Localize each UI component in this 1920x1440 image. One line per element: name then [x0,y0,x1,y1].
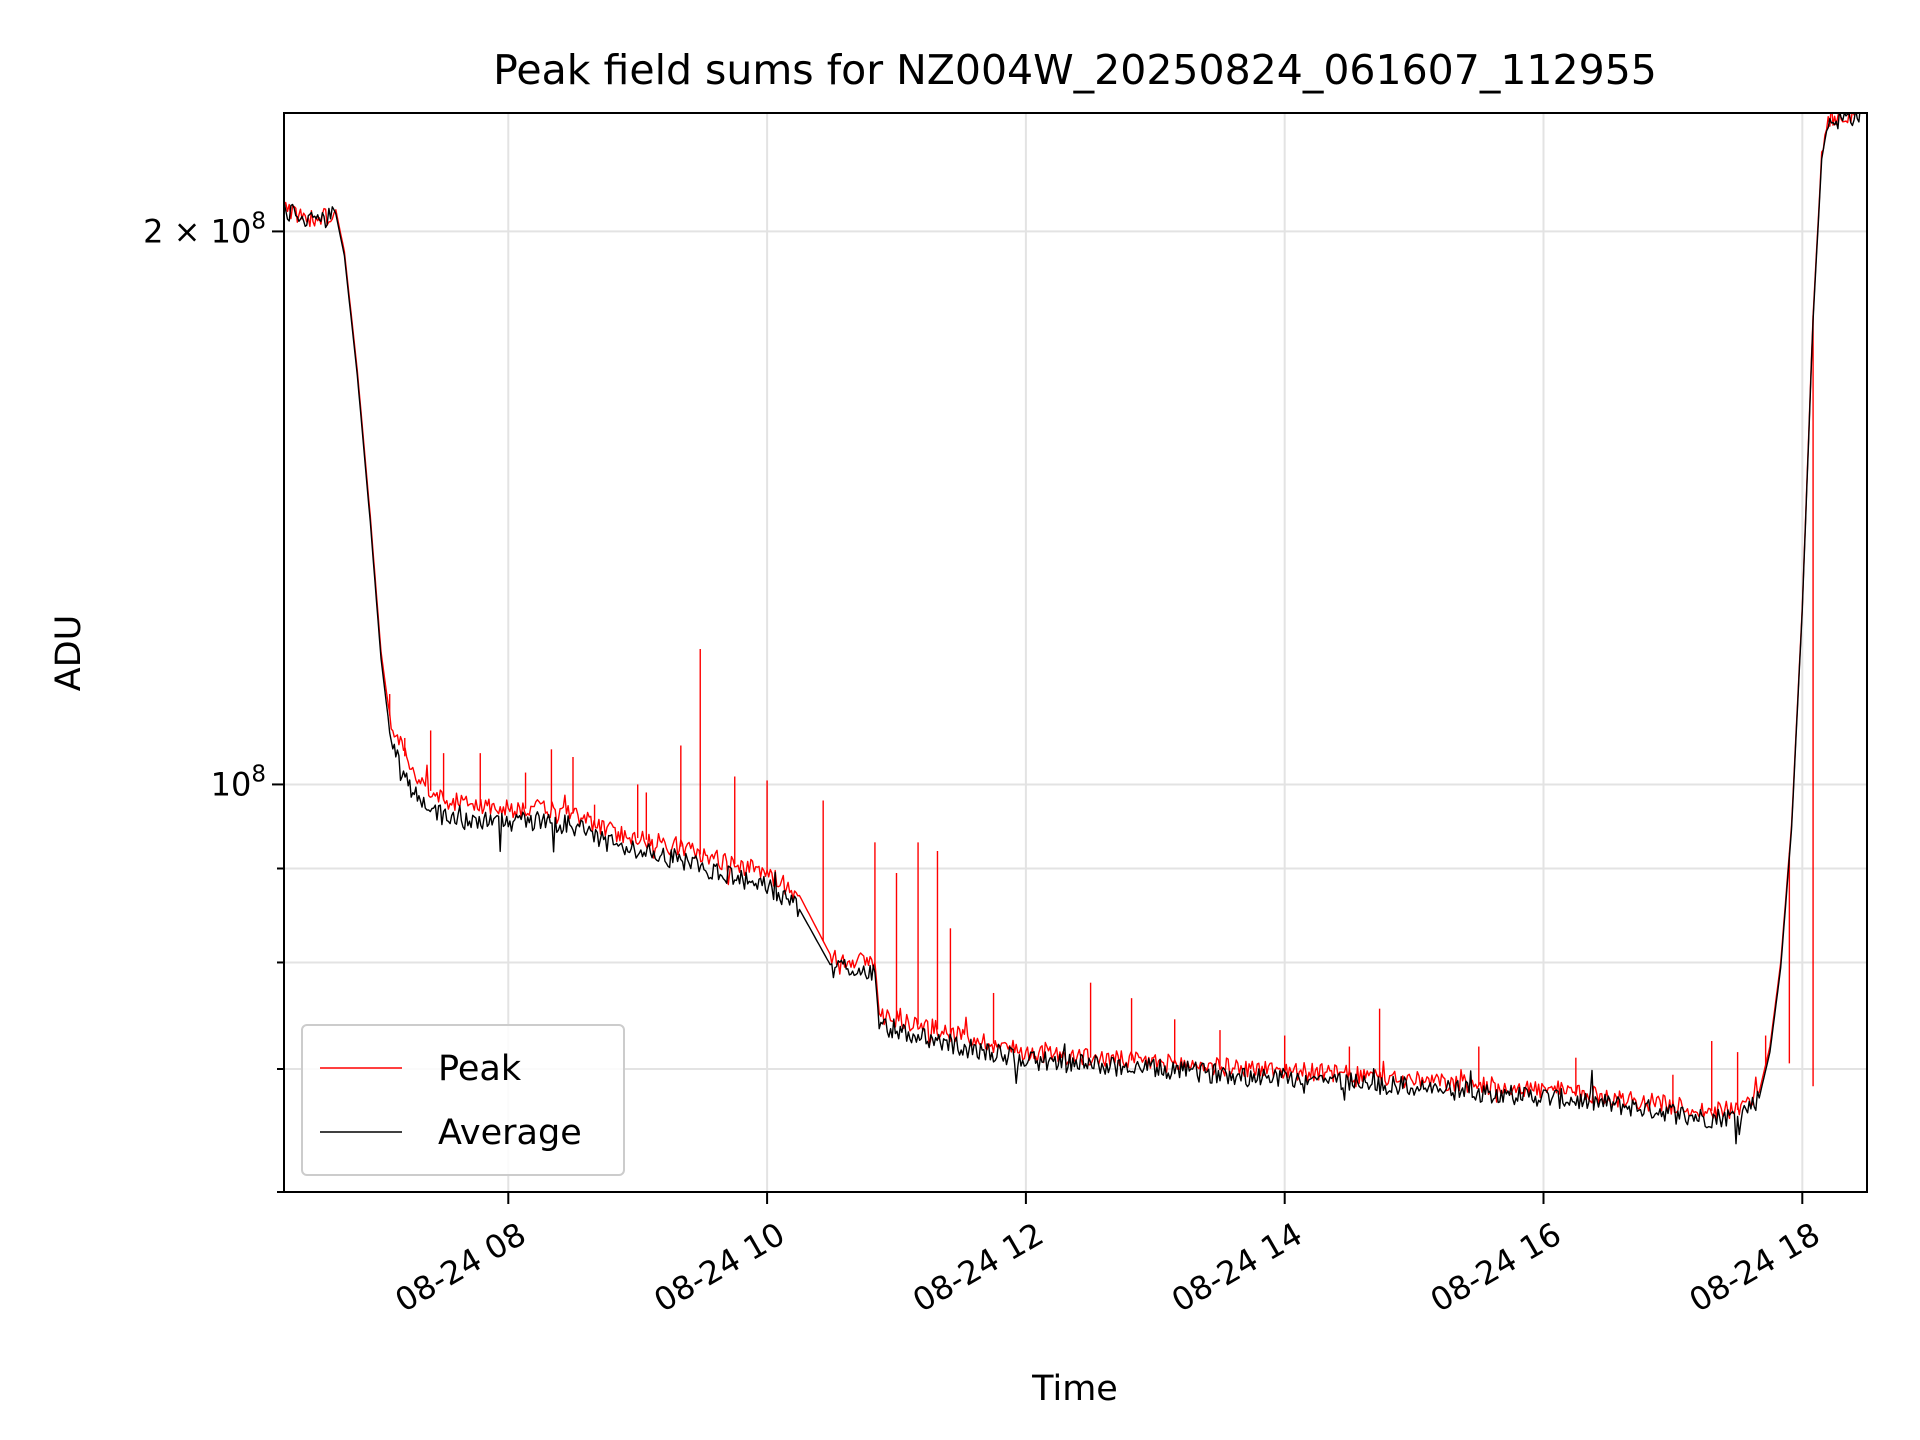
y-tick-label-exponent: 8 [251,208,266,234]
series-layer [284,113,1867,1145]
y-tick-label-exponent: 8 [251,761,266,787]
plot-frame [283,112,1868,1193]
y-tick-label-prefix: 2 × [143,212,211,250]
y-tick-label-base: 10 [211,765,252,803]
legend-box [301,1024,625,1176]
y-axis-label: ADU [49,615,89,692]
series-line-average [284,113,1867,1145]
y-tick-label: 2 × 108 [143,208,266,250]
legend-label-average: Average [438,1113,582,1153]
x-axis-label: Time [1031,1369,1118,1409]
chart-title: Peak field sums for NZ004W_20250824_0616… [493,46,1657,94]
y-tick-label-base: 10 [211,212,252,250]
y-tick-label: 108 [211,761,266,803]
legend-label-peak: Peak [438,1049,522,1089]
legend: Peak Average [301,1024,625,1176]
